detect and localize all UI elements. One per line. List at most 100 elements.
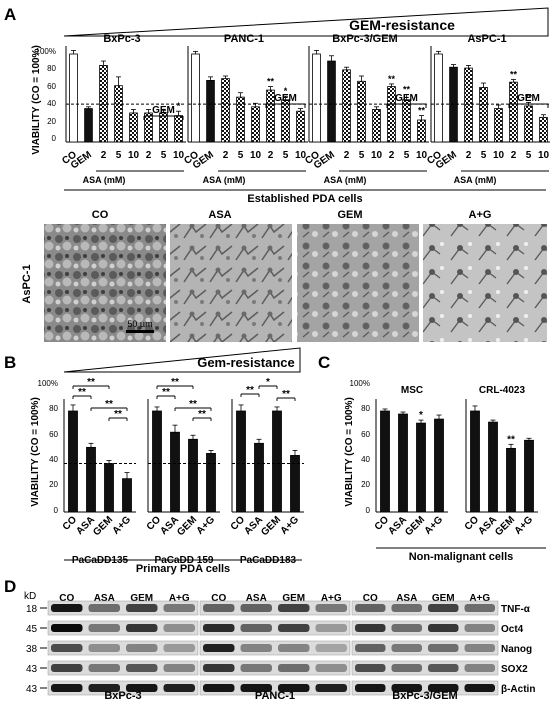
tick-label: GEM (259, 514, 283, 538)
gem-resistance-wedge (63, 7, 549, 37)
blot-strip (199, 660, 351, 676)
tick-label: 5 (404, 150, 410, 161)
band (464, 664, 495, 672)
bar (417, 119, 426, 143)
tick-label: A+G (423, 514, 446, 537)
scale-bar (126, 330, 154, 333)
significance-label: ** (78, 387, 86, 398)
bar (416, 422, 426, 513)
bar (251, 106, 260, 143)
band (355, 644, 386, 652)
blot-strip (47, 600, 199, 616)
band (163, 604, 195, 612)
tick-label: 10 (128, 150, 140, 161)
band (464, 684, 495, 692)
bar (296, 110, 305, 143)
band (278, 624, 310, 632)
significance-label: ** (403, 84, 411, 94)
significance-label: ** (87, 377, 95, 388)
band (315, 604, 347, 612)
band (428, 604, 459, 612)
band (315, 684, 347, 692)
bar (342, 69, 351, 143)
tick-label: A+G (195, 514, 218, 537)
bar (372, 109, 381, 143)
ytick-label: 40 (361, 455, 370, 464)
band (88, 684, 120, 692)
tick-label: 5 (359, 150, 365, 161)
band (51, 684, 83, 692)
bar (254, 442, 264, 513)
band (315, 664, 347, 672)
lane-label: CO (363, 593, 378, 604)
ytick-label: 40 (47, 99, 56, 108)
significance-label: ** (418, 106, 426, 116)
band (391, 624, 422, 632)
band (355, 624, 386, 632)
bar (524, 105, 533, 143)
band (88, 624, 120, 632)
band (240, 624, 272, 632)
band (126, 684, 158, 692)
gem-resistance-label: GEM-resistance (349, 17, 455, 33)
tick-label: 2 (344, 150, 350, 161)
band (391, 664, 422, 672)
tick-label: GEM (91, 514, 115, 538)
band (240, 644, 272, 652)
scale-bar-label: 50 µm (127, 319, 152, 329)
lane-label: CO (59, 593, 74, 604)
lane-label: GEM (130, 593, 153, 604)
non-malignant-label: Non-malignant cells (409, 551, 514, 563)
band (315, 644, 347, 652)
gem-bracket-label: GEM (395, 93, 418, 104)
micrograph-label: CO (92, 209, 109, 221)
band (203, 644, 235, 652)
band (163, 664, 195, 672)
blot-strip (47, 680, 199, 696)
lane-label: GEM (282, 593, 305, 604)
lane-label: CO (211, 593, 226, 604)
lane-label: ASA (246, 593, 267, 604)
tick-label: 2 (101, 150, 107, 161)
tick-label: 10 (250, 150, 262, 161)
band (428, 624, 459, 632)
significance-label: ** (114, 409, 122, 420)
tick-label: GEM (403, 514, 427, 538)
band (315, 624, 347, 632)
band (240, 664, 272, 672)
micrograph-a-plus-g (423, 224, 547, 342)
micrograph-co (44, 224, 166, 342)
band (126, 664, 158, 672)
lane-label: A+G (321, 593, 342, 604)
panel-b-ylabel: VIABILITY (CO = 100%) (30, 397, 41, 507)
ytick-label: 0 (366, 506, 371, 515)
bar (470, 410, 480, 513)
tick-label: A+G (111, 514, 134, 537)
tick-label: 2 (268, 150, 274, 161)
tick-label: 2 (389, 150, 395, 161)
significance-label: ** (171, 377, 179, 388)
panel-a-y-axis: 0 20 40 60 80 100% (36, 47, 57, 143)
tick-label: 10 (371, 150, 383, 161)
bar (144, 112, 153, 143)
tick-label: 5 (283, 150, 289, 161)
band (428, 684, 459, 692)
band (51, 664, 83, 672)
significance-label: * (419, 410, 423, 421)
band (464, 624, 495, 632)
blot-strip (351, 600, 499, 616)
band (428, 664, 459, 672)
band (355, 604, 386, 612)
primary-label: Primary PDA cells (136, 563, 230, 575)
bar (170, 431, 180, 513)
band (163, 684, 195, 692)
bar (122, 478, 132, 513)
blot-strip (47, 620, 199, 636)
lane-label: A+G (169, 593, 190, 604)
gem-bracket-label: GEM (517, 93, 540, 104)
